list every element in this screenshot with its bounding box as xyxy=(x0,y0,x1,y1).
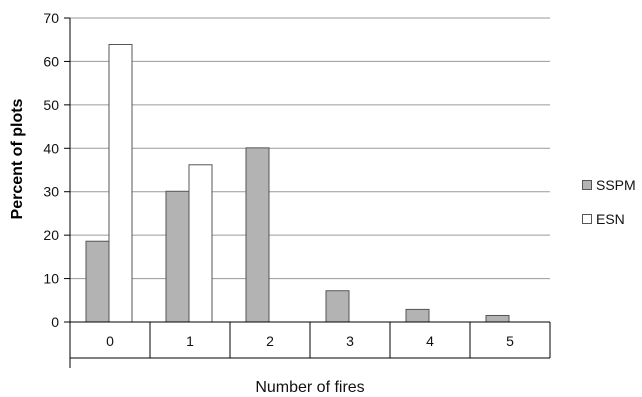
bar-sspm-0 xyxy=(85,240,110,323)
bar-sspm-4 xyxy=(405,308,430,323)
bar-sspm-1 xyxy=(165,190,190,323)
y-axis-label: Percent of plots xyxy=(9,98,26,219)
y-tick-label: 50 xyxy=(43,97,59,113)
y-axis-ticks: 0 10 20 30 40 50 60 70 xyxy=(43,10,70,330)
bar-sspm-5 xyxy=(485,314,510,323)
y-tick-label: 70 xyxy=(43,10,59,26)
legend-swatch-esn xyxy=(582,214,592,224)
gridlines xyxy=(70,17,550,280)
y-tick-label: 60 xyxy=(43,53,59,69)
axes xyxy=(69,18,550,368)
x-tick-label: 4 xyxy=(426,333,434,349)
y-tick-label: 30 xyxy=(43,184,59,200)
bar-esn-1 xyxy=(188,164,213,323)
y-tick-label: 10 xyxy=(43,271,59,287)
legend-item-sspm: SSPM xyxy=(582,176,636,194)
x-tick-label: 3 xyxy=(346,333,354,349)
legend: SSPM ESN xyxy=(582,176,636,244)
x-axis-label: Number of fires xyxy=(255,379,364,396)
bar-sspm-3 xyxy=(325,290,350,323)
legend-item-esn: ESN xyxy=(582,210,636,228)
legend-label-esn: ESN xyxy=(596,211,625,227)
legend-label-sspm: SSPM xyxy=(596,177,636,193)
x-tick-label: 5 xyxy=(506,333,514,349)
y-tick-label: 40 xyxy=(43,140,59,156)
bar-esn-0 xyxy=(108,43,133,323)
x-tick-label: 0 xyxy=(106,333,114,349)
bar-sspm-2 xyxy=(245,147,270,323)
y-tick-label: 0 xyxy=(51,314,59,330)
x-tick-label: 2 xyxy=(266,333,274,349)
legend-swatch-sspm xyxy=(582,180,592,190)
y-tick-label: 20 xyxy=(43,227,59,243)
x-tick-label: 1 xyxy=(186,333,194,349)
x-axis-ticks: 0 1 2 3 4 5 xyxy=(69,322,551,358)
bars xyxy=(85,43,510,323)
